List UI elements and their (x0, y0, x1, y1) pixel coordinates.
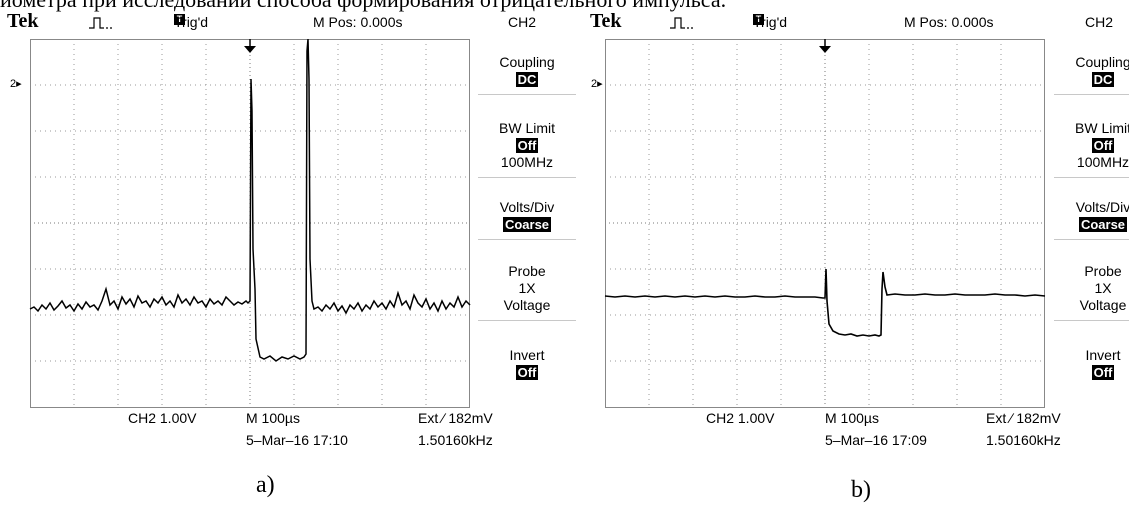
menu-divider (1054, 94, 1129, 95)
channel-ground-marker: 2▸ (591, 78, 603, 90)
probe-label: Probe (508, 263, 546, 279)
trigger-frequency: 1.50160kHz (986, 432, 1061, 448)
menu-channel-title: CH2 (1085, 14, 1114, 30)
timebase: M 100µs (246, 410, 300, 426)
acquire-run-icon (669, 16, 695, 30)
volts-div-value: Coarse (502, 217, 552, 232)
bw-limit-frequency: 100MHz (500, 154, 554, 170)
channel-ground-marker: 2▸ (10, 78, 22, 90)
trigger-frequency: 1.50160kHz (418, 432, 493, 448)
invert-value: Off (515, 365, 539, 380)
trigger-icon: T (174, 14, 185, 25)
menu-divider (1054, 177, 1129, 178)
invert-option[interactable]: Invert Off (1048, 347, 1129, 381)
waveform-trace-a (29, 38, 471, 362)
bw-limit-option[interactable]: BW Limit Off 100MHz (472, 120, 582, 178)
waveform-graticule (29, 38, 471, 408)
waveform-graticule (604, 39, 1046, 408)
volts-div-label: Volts/Div (499, 199, 555, 215)
trigger-position-marker (244, 46, 256, 53)
volts-div-label: Volts/Div (1075, 199, 1129, 215)
channel-marker-number: 2 (10, 78, 17, 90)
status-bar: Tek T Trig'd M Pos: 0.000s CH2 (0, 10, 580, 36)
menu-divider (1054, 239, 1129, 240)
horizontal-position: M Pos: 0.000s (313, 14, 403, 30)
menu-divider (478, 239, 576, 240)
panel-label-b: b) (851, 477, 871, 503)
caption-text: иометра при исследовании способа формиро… (0, 0, 1129, 13)
volts-div-value: Coarse (1078, 217, 1128, 232)
bw-limit-label: BW Limit (1075, 120, 1129, 136)
bw-limit-option[interactable]: BW Limit Off 100MHz (1048, 120, 1129, 178)
coupling-option[interactable]: Coupling DC (472, 54, 582, 95)
volts-div-option[interactable]: Volts/Div Coarse (472, 199, 582, 240)
menu-divider (1054, 320, 1129, 321)
waveform-trace-b (604, 268, 1046, 337)
probe-type: Voltage (503, 297, 551, 313)
channel-side-menu: Coupling DC BW Limit Off 100MHz Volts/Di… (1048, 36, 1129, 408)
brand-logo: Tek (590, 10, 622, 32)
probe-type: Voltage (1079, 297, 1127, 313)
invert-label: Invert (509, 347, 545, 363)
coupling-label: Coupling (499, 54, 555, 70)
coupling-value: DC (515, 72, 539, 87)
coupling-value: DC (1091, 72, 1115, 87)
menu-divider (478, 320, 576, 321)
probe-option[interactable]: Probe 1X Voltage (1048, 263, 1129, 321)
menu-divider (478, 94, 576, 95)
invert-option[interactable]: Invert Off (472, 347, 582, 381)
channel-side-menu: Coupling DC BW Limit Off 100MHz Volts/Di… (472, 36, 582, 408)
oscilloscope-screen-b: Tek T Trig'd M Pos: 0.000s CH2 2▸ Couplin… (582, 0, 1129, 460)
date-time: 5–Mar–16 17:10 (246, 432, 348, 448)
brand-logo: Tek (7, 10, 39, 32)
acquire-run-icon (88, 16, 114, 30)
bw-limit-value: Off (515, 138, 539, 153)
probe-option[interactable]: Probe 1X Voltage (472, 263, 582, 321)
invert-value: Off (1091, 365, 1115, 380)
probe-attenuation: 1X (1094, 280, 1112, 296)
volts-div-option[interactable]: Volts/Div Coarse (1048, 199, 1129, 240)
trigger-state-text: Trig'd (753, 14, 788, 30)
bw-limit-label: BW Limit (499, 120, 555, 136)
bw-limit-value: Off (1091, 138, 1115, 153)
trigger-icon: T (753, 14, 764, 25)
channel-scale: CH2 1.00V (128, 410, 197, 426)
bw-limit-frequency: 100MHz (1076, 154, 1129, 170)
panel-label-a: a) (256, 472, 275, 498)
menu-divider (478, 177, 576, 178)
invert-label: Invert (1085, 347, 1121, 363)
coupling-option[interactable]: Coupling DC (1048, 54, 1129, 95)
external-trigger-level: Ext ∕ 182mV (986, 410, 1061, 426)
date-time: 5–Mar–16 17:09 (825, 432, 927, 448)
external-trigger-level: Ext ∕ 182mV (418, 410, 493, 426)
timebase: M 100µs (825, 410, 879, 426)
probe-label: Probe (1084, 263, 1122, 279)
channel-marker-number: 2 (591, 78, 598, 90)
trigger-position-marker (819, 46, 831, 53)
oscilloscope-screen-a: Tek T Trig'd M Pos: 0.000s CH2 2▸ Couplin… (0, 0, 580, 460)
status-bar: Tek T Trig'd M Pos: 0.000s CH2 (582, 10, 1129, 36)
coupling-label: Coupling (1075, 54, 1129, 70)
probe-attenuation: 1X (518, 280, 536, 296)
trigger-state-text: Trig'd (174, 14, 209, 30)
horizontal-position: M Pos: 0.000s (904, 14, 994, 30)
menu-channel-title: CH2 (508, 14, 537, 30)
channel-scale: CH2 1.00V (706, 410, 775, 426)
